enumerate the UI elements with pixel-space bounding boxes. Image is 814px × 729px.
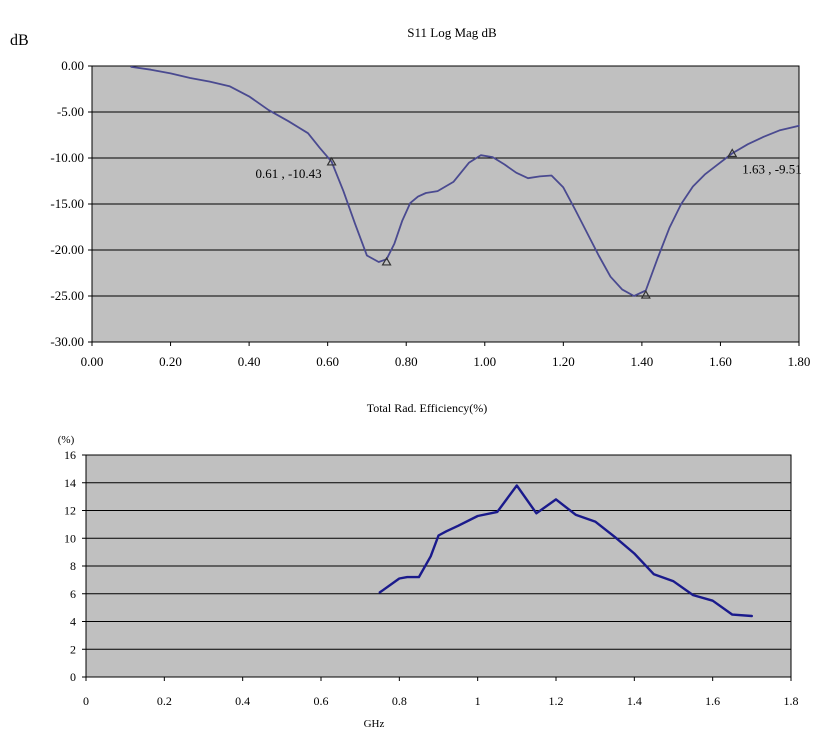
x-tick-label: 0.8 [392, 694, 407, 708]
x-tick-label: 0.4 [235, 694, 250, 708]
x-tick-label: 0.20 [159, 354, 182, 369]
y-tick-label: 16 [64, 448, 76, 462]
y-tick-label: -25.00 [50, 288, 84, 303]
x-tick-label: 0 [83, 694, 89, 708]
s11-y-tick-labels: 0.00 -5.00 -10.00 -15.00 -20.00 -25.00 -30.00 [50, 58, 84, 349]
x-tick-label: 1.00 [473, 354, 496, 369]
x-tick-label: 1.40 [631, 354, 654, 369]
x-tick-label: 1.60 [709, 354, 732, 369]
marker-label: 0.61 , -10.43 [256, 166, 322, 181]
y-tick-label: -20.00 [50, 242, 84, 257]
s11-x-tick-labels: 0.00 0.20 0.40 0.60 0.80 1.00 1.20 1.40 1.60 1.80 [81, 354, 811, 369]
y-tick-label: 0 [70, 670, 76, 684]
efficiency-chart: Total Rad. Efficiency(%) (%) 02468101214… [58, 401, 799, 729]
x-tick-label: 1.4 [627, 694, 642, 708]
x-tick-label: 1.80 [788, 354, 811, 369]
series-line-0 [378, 484, 753, 618]
y-tick-label: 14 [64, 476, 76, 490]
s11-chart: S11 Log Mag dB dB 0.00 -5.00 -10.00 -15.00 -… [10, 25, 810, 369]
x-tick-label: 0.2 [157, 694, 172, 708]
efficiency-chart-title: Total Rad. Efficiency(%) [367, 401, 488, 415]
x-tick-label: 1.8 [784, 694, 799, 708]
y-tick-label: 4 [70, 615, 76, 629]
marker-triangle [727, 148, 738, 158]
y-tick-label: -10.00 [50, 150, 84, 165]
y-tick-label: 6 [70, 587, 76, 601]
marker-label: 1.63 , -9.51 [742, 161, 802, 176]
efficiency-y-tick-labels: 0 2 4 6 8 10 12 14 16 [64, 448, 76, 684]
y-tick-label: -5.00 [57, 104, 84, 119]
x-tick-label: 0.40 [238, 354, 261, 369]
efficiency-x-axis-label: GHz [364, 718, 385, 729]
s11-series [130, 66, 800, 297]
y-tick-label: 12 [64, 504, 76, 518]
efficiency-y-axis-label: (%) [58, 434, 75, 446]
x-tick-label: 1.2 [549, 694, 564, 708]
x-tick-label: 0.60 [316, 354, 339, 369]
efficiency-gridlines [82, 454, 792, 681]
x-tick-label: 0.80 [395, 354, 418, 369]
y-tick-label: 8 [70, 559, 76, 573]
y-tick-label: 10 [64, 531, 76, 545]
marker-triangle [381, 256, 392, 266]
series-line-0 [130, 66, 800, 297]
s11-y-axis-label: dB [10, 32, 29, 49]
y-tick-label: 2 [70, 642, 76, 656]
s11-chart-title: S11 Log Mag dB [407, 25, 497, 40]
efficiency-series [378, 484, 753, 618]
efficiency-x-tick-labels: 0 0.2 0.4 0.6 0.8 1 1.2 1.4 1.6 1.8 [83, 694, 799, 708]
x-tick-label: 1 [475, 694, 481, 708]
y-tick-label: -30.00 [50, 334, 84, 349]
x-tick-label: 1.6 [705, 694, 720, 708]
y-tick-label: 0.00 [61, 58, 84, 73]
s11-markers: 0.61 , -10.43 1.63 , -9.51 [256, 148, 802, 299]
x-tick-label: 0.6 [314, 694, 329, 708]
x-tick-label: 1.20 [552, 354, 575, 369]
x-tick-label: 0.00 [81, 354, 104, 369]
y-tick-label: -15.00 [50, 196, 84, 211]
marker-triangle [326, 156, 337, 166]
marker-triangle [640, 289, 651, 299]
